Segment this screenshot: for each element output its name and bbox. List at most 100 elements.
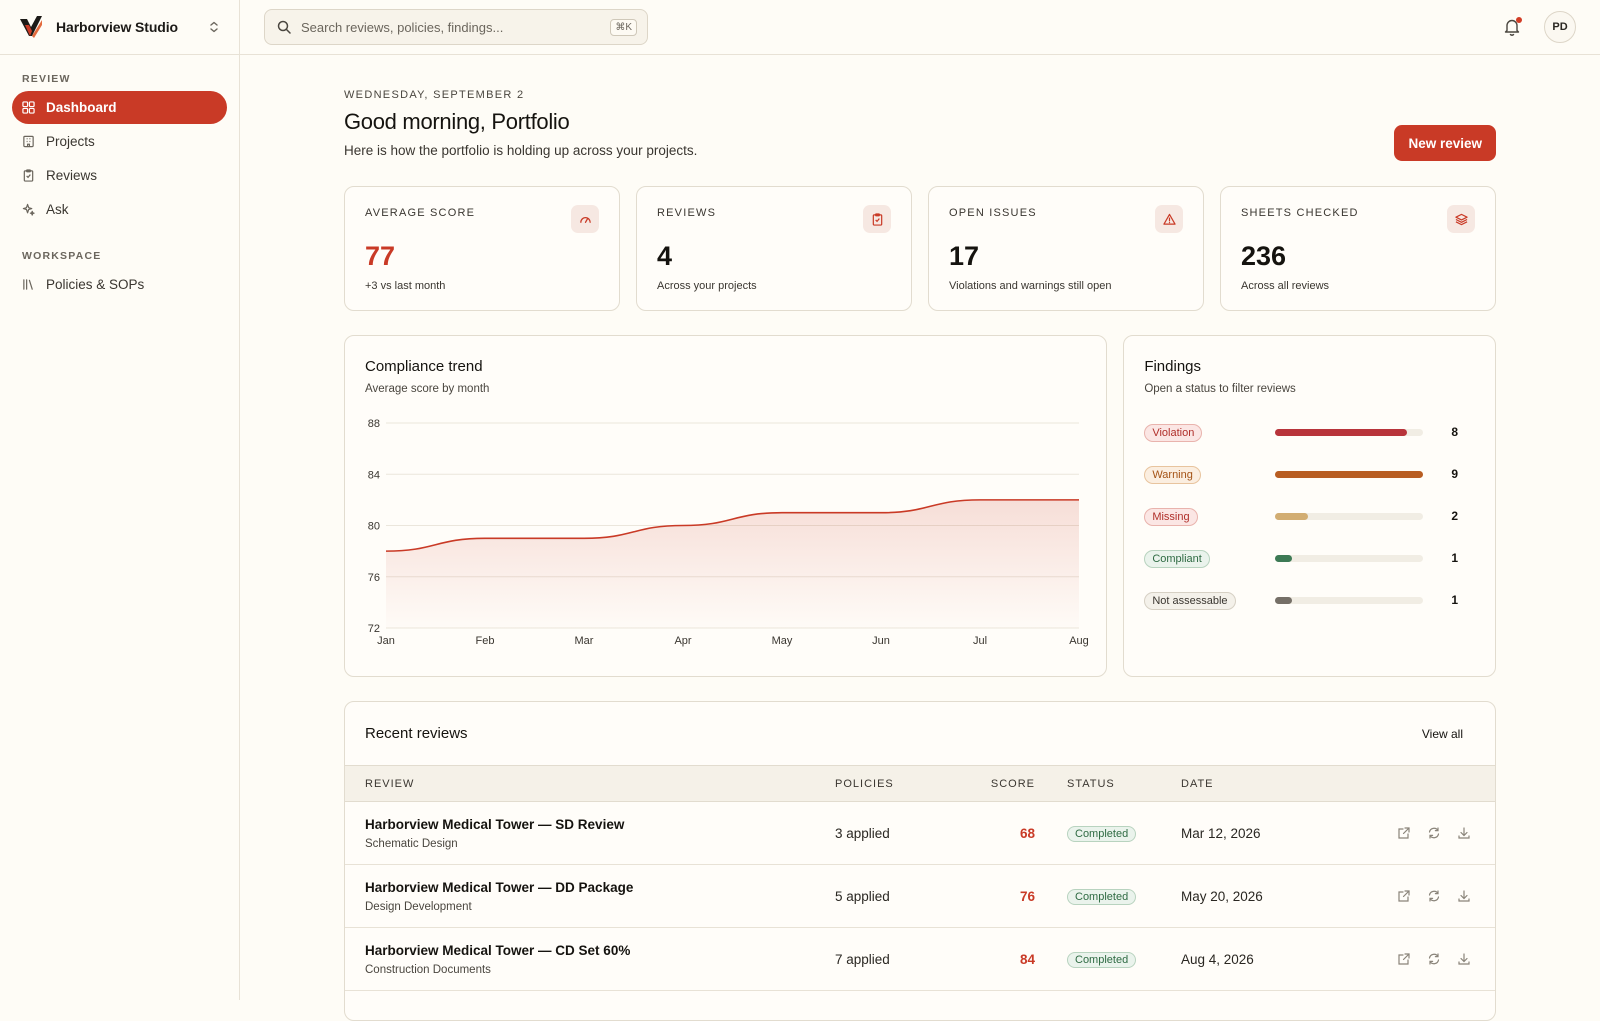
grid-icon bbox=[22, 101, 35, 114]
card-subtitle: Open a status to filter reviews bbox=[1144, 383, 1296, 395]
finding-row-warning[interactable]: Warning 9 bbox=[1144, 465, 1475, 484]
stat-note: +3 vs last month bbox=[365, 280, 446, 292]
review-score: 76 bbox=[1019, 889, 1035, 904]
finding-row-compliant[interactable]: Compliant 1 bbox=[1144, 549, 1475, 568]
review-date: May 20, 2026 bbox=[1181, 888, 1263, 904]
sidebar-item-policies[interactable]: Policies & SOPs bbox=[12, 268, 227, 301]
review-policies: 3 applied bbox=[835, 825, 890, 841]
finding-row-violation[interactable]: Violation 8 bbox=[1144, 423, 1475, 442]
external-link-icon[interactable] bbox=[1397, 826, 1411, 840]
column-header-policies[interactable]: POLICIES bbox=[835, 777, 894, 790]
charts-row: 88 84 80 76 72 Jan Feb Mar Apr May Jun Jul Aug Comp… bbox=[344, 335, 1496, 677]
trend-area bbox=[386, 499, 1079, 628]
search-shortcut: ⌘K bbox=[610, 18, 637, 36]
topbar: ⌘K PD bbox=[240, 0, 1600, 55]
column-header-date[interactable]: DATE bbox=[1181, 777, 1214, 790]
table-row[interactable]: Harborview Medical Tower — CD Set 60% Co… bbox=[345, 928, 1495, 991]
finding-row-not-assessable[interactable]: Not assessable 1 bbox=[1144, 591, 1475, 610]
sidebar-item-label: Dashboard bbox=[46, 100, 117, 115]
column-header-review[interactable]: REVIEW bbox=[365, 777, 415, 790]
stats-row: AVERAGE SCORE 77 +3 vs last month REVIEW… bbox=[344, 186, 1496, 311]
page-subtitle: Here is how the portfolio is holding up … bbox=[344, 143, 698, 158]
review-date: Aug 4, 2026 bbox=[1181, 951, 1254, 967]
finding-bar-fill bbox=[1275, 554, 1292, 562]
brand-logo bbox=[20, 16, 42, 38]
refresh-icon[interactable] bbox=[1427, 952, 1441, 966]
refresh-icon[interactable] bbox=[1427, 826, 1441, 840]
sidebar-item-label: Reviews bbox=[46, 168, 98, 183]
finding-badge[interactable]: Violation bbox=[1144, 423, 1203, 442]
layers-icon bbox=[1447, 205, 1475, 233]
finding-bar-track bbox=[1275, 470, 1424, 478]
external-link-icon[interactable] bbox=[1397, 889, 1411, 903]
finding-bar-fill bbox=[1275, 428, 1407, 436]
stat-label: OPEN ISSUES bbox=[949, 207, 1037, 219]
y-tick-label: 72 bbox=[368, 623, 380, 635]
card-title: Recent reviews bbox=[365, 725, 468, 742]
x-tick-label: Jan bbox=[377, 635, 395, 647]
review-phase: Schematic Design bbox=[365, 837, 458, 850]
current-date: WEDNESDAY, SEPTEMBER 2 bbox=[344, 89, 525, 101]
new-review-button[interactable]: New review bbox=[1394, 125, 1496, 161]
x-tick-label: Aug bbox=[1069, 635, 1089, 647]
notifications-button[interactable] bbox=[1502, 17, 1522, 37]
stat-label: SHEETS CHECKED bbox=[1241, 207, 1359, 219]
sparkle-icon bbox=[22, 203, 35, 216]
download-icon[interactable] bbox=[1457, 952, 1471, 966]
recent-reviews-header: Recent reviews View all bbox=[345, 702, 1495, 766]
bell-icon bbox=[1504, 19, 1520, 36]
y-tick-label: 88 bbox=[368, 418, 380, 430]
status-badge: Completed bbox=[1067, 889, 1137, 905]
library-icon bbox=[23, 279, 33, 290]
search-box[interactable]: ⌘K bbox=[264, 9, 648, 45]
chevron-up-down-icon bbox=[210, 21, 218, 33]
review-policies: 5 applied bbox=[835, 888, 890, 904]
status-badge: Completed bbox=[1067, 826, 1137, 842]
external-link-icon[interactable] bbox=[1397, 952, 1411, 966]
review-name[interactable]: Harborview Medical Tower — SD Review bbox=[365, 816, 625, 832]
x-tick-label: May bbox=[772, 635, 793, 647]
view-all-button[interactable]: View all bbox=[1421, 726, 1463, 741]
column-header-status[interactable]: STATUS bbox=[1067, 777, 1115, 790]
x-tick-label: Apr bbox=[674, 635, 691, 647]
finding-row-missing[interactable]: Missing 2 bbox=[1144, 507, 1475, 526]
clipboard-icon bbox=[863, 205, 891, 233]
stat-note: Across all reviews bbox=[1241, 280, 1330, 292]
review-name[interactable]: Harborview Medical Tower — CD Set 60% bbox=[365, 942, 631, 958]
workspace-switcher[interactable]: Harborview Studio bbox=[0, 0, 239, 55]
nav-section-workspace: WORKSPACE bbox=[22, 250, 102, 262]
refresh-icon[interactable] bbox=[1427, 889, 1441, 903]
finding-bar-fill bbox=[1275, 470, 1424, 478]
stat-note: Across your projects bbox=[657, 280, 757, 292]
workspace-name: Harborview Studio bbox=[56, 19, 178, 35]
table-row[interactable]: Harborview Medical Tower — SD Review Sch… bbox=[345, 802, 1495, 865]
finding-count: 9 bbox=[1451, 467, 1458, 481]
sidebar-item-reviews[interactable]: Reviews bbox=[12, 159, 227, 192]
table-header: REVIEW POLICIES SCORE STATUS DATE bbox=[345, 766, 1495, 802]
sidebar-item-ask[interactable]: Ask bbox=[12, 193, 227, 226]
sidebar-item-dashboard[interactable]: Dashboard bbox=[12, 91, 227, 124]
finding-badge[interactable]: Missing bbox=[1144, 507, 1198, 526]
status-badge: Completed bbox=[1067, 952, 1137, 968]
download-icon[interactable] bbox=[1457, 826, 1471, 840]
download-icon[interactable] bbox=[1457, 889, 1471, 903]
nav-section-review: REVIEW bbox=[22, 73, 71, 85]
gauge-icon bbox=[571, 205, 599, 233]
stat-value: 4 bbox=[657, 241, 673, 271]
search-input[interactable] bbox=[301, 19, 611, 35]
stat-card-sheets-checked: SHEETS CHECKED 236 Across all reviews bbox=[1220, 186, 1496, 311]
finding-count: 2 bbox=[1451, 509, 1458, 523]
table-row[interactable]: Harborview Medical Tower — DD Package De… bbox=[345, 865, 1495, 928]
review-name[interactable]: Harborview Medical Tower — DD Package bbox=[365, 879, 634, 895]
y-tick-label: 80 bbox=[368, 521, 380, 533]
avatar[interactable]: PD bbox=[1544, 11, 1576, 43]
sidebar-item-projects[interactable]: Projects bbox=[12, 125, 227, 158]
finding-count: 8 bbox=[1451, 425, 1458, 439]
column-header-score[interactable]: SCORE bbox=[990, 777, 1035, 790]
finding-bar-track bbox=[1275, 428, 1424, 436]
finding-badge[interactable]: Not assessable bbox=[1144, 591, 1236, 610]
x-tick-label: Feb bbox=[476, 635, 495, 647]
building-icon bbox=[23, 135, 34, 148]
finding-badge[interactable]: Warning bbox=[1144, 465, 1201, 484]
finding-badge[interactable]: Compliant bbox=[1144, 549, 1210, 568]
